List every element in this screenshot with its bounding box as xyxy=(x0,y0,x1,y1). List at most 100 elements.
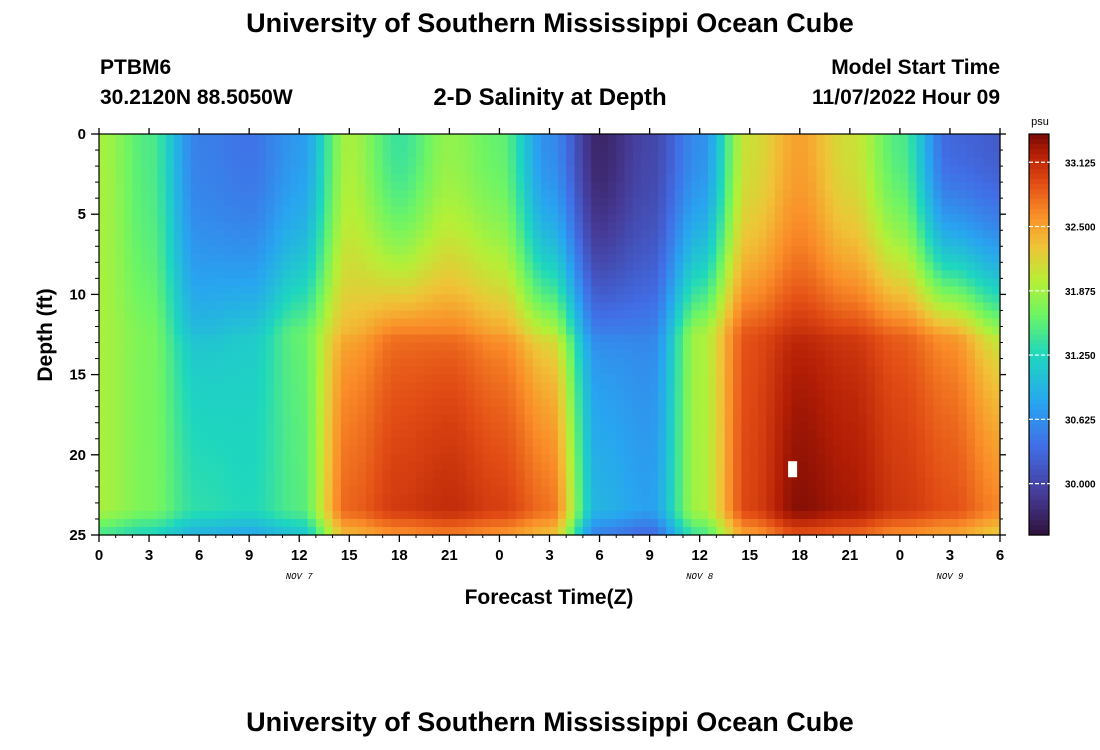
heatmap-cell xyxy=(874,446,884,456)
heatmap-cell xyxy=(724,238,734,247)
heatmap-cell xyxy=(340,326,350,336)
heatmap-cell xyxy=(215,454,225,464)
heatmap-cell xyxy=(908,230,918,239)
heatmap-cell xyxy=(299,182,309,191)
heatmap-cell xyxy=(157,358,167,368)
heatmap-cell xyxy=(466,430,476,440)
heatmap-cell xyxy=(916,470,926,480)
heatmap-cell xyxy=(215,246,225,255)
heatmap-cell xyxy=(758,494,767,504)
heatmap-cell xyxy=(365,254,375,263)
heatmap-cell xyxy=(491,238,501,247)
heatmap-cell xyxy=(566,462,576,472)
heatmap-cell xyxy=(499,358,509,368)
heatmap-cell xyxy=(249,174,259,183)
heatmap-cell xyxy=(407,462,417,472)
heatmap-cell xyxy=(741,206,751,215)
heatmap-cell xyxy=(441,430,450,440)
heatmap-cell xyxy=(282,302,292,312)
heatmap-cell xyxy=(349,414,359,424)
heatmap-cell xyxy=(908,142,918,151)
heatmap-cell xyxy=(841,174,851,183)
heatmap-cell xyxy=(357,502,367,512)
heatmap-cell xyxy=(616,270,626,279)
heatmap-cell xyxy=(165,430,175,440)
heatmap-cell xyxy=(390,342,400,352)
heatmap-cell xyxy=(165,438,175,448)
heatmap-cell xyxy=(274,478,284,488)
heatmap-cell xyxy=(441,502,450,512)
heatmap-cell xyxy=(124,334,133,344)
heatmap-cell xyxy=(165,390,175,400)
heatmap-cell xyxy=(432,526,442,536)
heatmap-cell xyxy=(124,150,133,159)
heatmap-cell xyxy=(215,302,225,312)
heatmap-cell xyxy=(399,150,409,159)
heatmap-cell xyxy=(908,478,918,488)
heatmap-cell xyxy=(274,494,284,504)
heatmap-cell xyxy=(541,406,551,416)
heatmap-cell xyxy=(215,206,225,215)
heatmap-cell xyxy=(549,406,559,416)
heatmap-cell xyxy=(507,502,517,512)
heatmap-cell xyxy=(466,454,476,464)
heatmap-cell xyxy=(140,142,150,151)
heatmap-cell xyxy=(766,526,776,536)
heatmap-cell xyxy=(107,438,117,448)
heatmap-cell xyxy=(249,470,259,480)
heatmap-cell xyxy=(674,142,684,151)
heatmap-cell xyxy=(157,366,167,376)
heatmap-cell xyxy=(424,142,434,151)
heatmap-cell xyxy=(140,334,150,344)
heatmap-cell xyxy=(733,302,742,312)
heatmap-cell xyxy=(591,214,601,223)
heatmap-cell xyxy=(224,246,234,255)
heatmap-cell xyxy=(858,182,868,191)
heatmap-cell xyxy=(215,478,225,488)
heatmap-cell xyxy=(858,454,868,464)
heatmap-cell xyxy=(115,510,125,520)
heatmap-cell xyxy=(691,190,701,199)
heatmap-cell xyxy=(591,430,601,440)
heatmap-cell xyxy=(474,494,484,504)
heatmap-cell xyxy=(390,494,400,504)
heatmap-cell xyxy=(115,134,125,143)
heatmap-cell xyxy=(532,334,542,344)
heatmap-cell xyxy=(357,270,367,279)
heatmap-cell xyxy=(616,518,626,528)
heatmap-cell xyxy=(182,510,192,520)
heatmap-cell xyxy=(708,262,717,271)
heatmap-cell xyxy=(532,318,542,328)
heatmap-cell xyxy=(858,350,868,360)
heatmap-cell xyxy=(749,366,759,376)
heatmap-cell xyxy=(449,182,459,191)
heatmap-cell xyxy=(124,198,133,207)
heatmap-cell xyxy=(599,206,609,215)
heatmap-cell xyxy=(774,318,784,328)
heatmap-cell xyxy=(340,166,350,175)
heatmap-cell xyxy=(474,342,484,352)
heatmap-cell xyxy=(190,470,200,480)
heatmap-cell xyxy=(649,326,659,336)
heatmap-cell xyxy=(532,494,542,504)
heatmap-cell xyxy=(332,150,342,159)
heatmap-cell xyxy=(107,446,117,456)
heatmap-cell xyxy=(682,414,692,424)
heatmap-cell xyxy=(207,254,217,263)
heatmap-cell xyxy=(399,398,409,408)
heatmap-cell xyxy=(324,518,334,528)
heatmap-cell xyxy=(783,422,793,432)
heatmap-cell xyxy=(115,142,125,151)
heatmap-cell xyxy=(99,182,108,191)
heatmap-cell xyxy=(449,398,459,408)
heatmap-cell xyxy=(674,454,684,464)
heatmap-cell xyxy=(449,526,459,536)
heatmap-cell xyxy=(432,374,442,384)
heatmap-cell xyxy=(349,214,359,223)
heatmap-cell xyxy=(124,262,133,271)
heatmap-cell xyxy=(274,222,284,231)
heatmap-cell xyxy=(791,454,801,464)
heatmap-cell xyxy=(616,398,626,408)
heatmap-cell xyxy=(374,206,384,215)
heatmap-cell xyxy=(916,278,926,287)
